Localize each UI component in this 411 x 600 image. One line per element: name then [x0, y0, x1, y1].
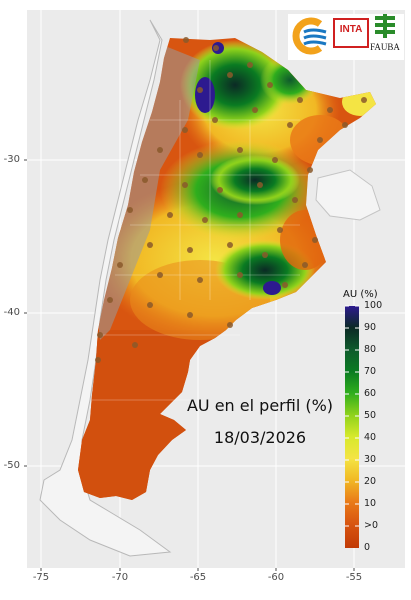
legend-colorbar — [345, 306, 359, 548]
legend-label: 50 — [364, 410, 377, 421]
legend-label: 80 — [364, 344, 377, 355]
legend-label: 100 — [364, 300, 383, 311]
legend-label: 10 — [364, 498, 377, 509]
map-title: AU en el perfil (%) — [186, 396, 334, 415]
legend-label: 60 — [364, 388, 377, 399]
y-tick-label: -30 — [3, 154, 20, 165]
legend-label: 0 — [364, 542, 371, 553]
chile-outline — [39, 19, 172, 557]
y-tick-label: -40 — [3, 307, 20, 318]
x-tick-label: -70 — [111, 572, 129, 583]
station-points — [95, 37, 367, 363]
inta-logo-text: INTA — [339, 24, 363, 35]
legend-label: 70 — [364, 366, 377, 377]
x-tick-label: -65 — [189, 572, 207, 583]
x-tick-label: -60 — [267, 572, 285, 583]
y-tick-label: -50 — [3, 460, 20, 471]
x-tick-label: -75 — [32, 572, 50, 583]
fauba-logo-text: FAUBA — [370, 42, 400, 52]
legend-label: 30 — [364, 454, 377, 465]
fauba-logo-icon — [375, 14, 395, 38]
x-tick-label: -55 — [345, 572, 363, 583]
ora-logo-icon — [292, 17, 327, 55]
legend-label: >0 — [364, 520, 379, 531]
province-boundaries — [92, 60, 310, 401]
legend-label: 90 — [364, 322, 377, 333]
map-date: 18/03/2026 — [213, 428, 307, 447]
neighbor-outline — [315, 169, 381, 221]
legend-label: 40 — [364, 432, 377, 443]
inta-logo: INTA — [333, 18, 369, 48]
legend-title: AU (%) — [343, 289, 378, 300]
legend-label: 20 — [364, 476, 377, 487]
